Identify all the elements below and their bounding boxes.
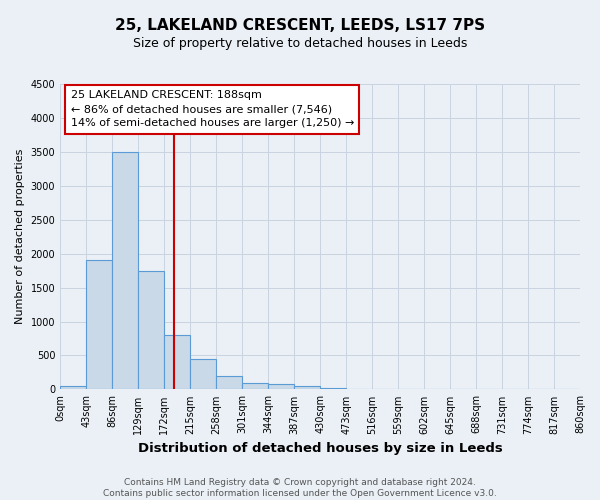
X-axis label: Distribution of detached houses by size in Leeds: Distribution of detached houses by size … <box>138 442 502 455</box>
Bar <box>86 260 112 390</box>
Y-axis label: Number of detached properties: Number of detached properties <box>15 149 25 324</box>
Text: 25, LAKELAND CRESCENT, LEEDS, LS17 7PS: 25, LAKELAND CRESCENT, LEEDS, LS17 7PS <box>115 18 485 32</box>
Bar <box>242 382 268 390</box>
Bar <box>216 376 242 390</box>
Bar <box>268 384 294 390</box>
Bar <box>138 270 164 390</box>
Bar <box>294 386 320 390</box>
Bar <box>164 335 190 390</box>
Bar <box>112 152 138 390</box>
Bar <box>320 388 346 390</box>
Text: 25 LAKELAND CRESCENT: 188sqm
← 86% of detached houses are smaller (7,546)
14% of: 25 LAKELAND CRESCENT: 188sqm ← 86% of de… <box>71 90 354 128</box>
Text: Contains HM Land Registry data © Crown copyright and database right 2024.
Contai: Contains HM Land Registry data © Crown c… <box>103 478 497 498</box>
Bar <box>190 359 216 390</box>
Bar <box>60 386 86 390</box>
Text: Size of property relative to detached houses in Leeds: Size of property relative to detached ho… <box>133 38 467 51</box>
